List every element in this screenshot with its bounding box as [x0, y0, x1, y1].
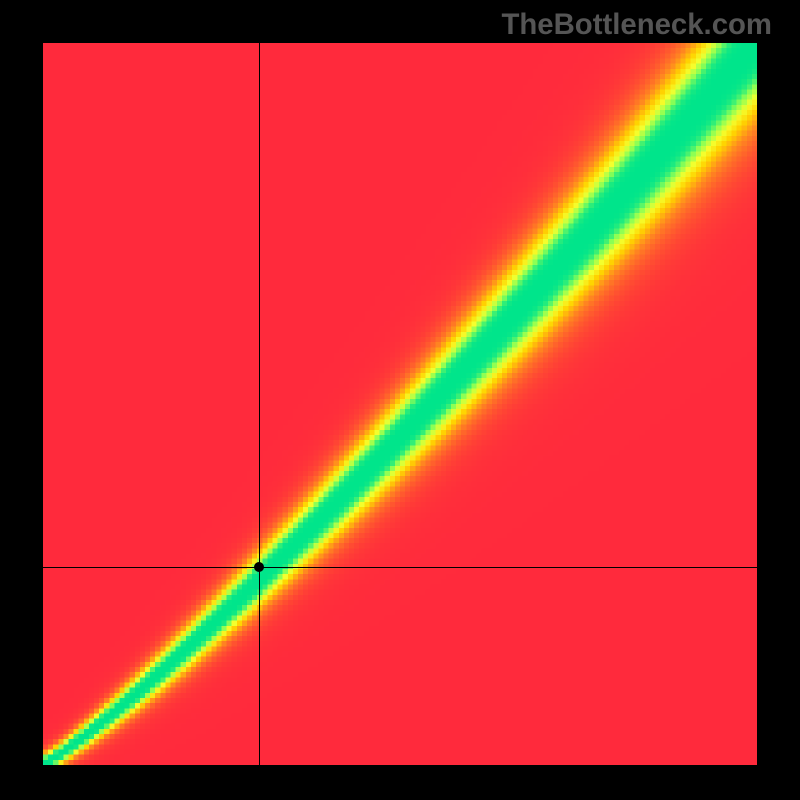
crosshair-vertical	[259, 43, 260, 765]
selected-point-marker	[254, 562, 264, 572]
crosshair-horizontal	[43, 567, 757, 568]
watermark-text: TheBottleneck.com	[501, 8, 772, 42]
heatmap-canvas	[43, 43, 757, 765]
bottleneck-heatmap-plot	[43, 43, 757, 765]
